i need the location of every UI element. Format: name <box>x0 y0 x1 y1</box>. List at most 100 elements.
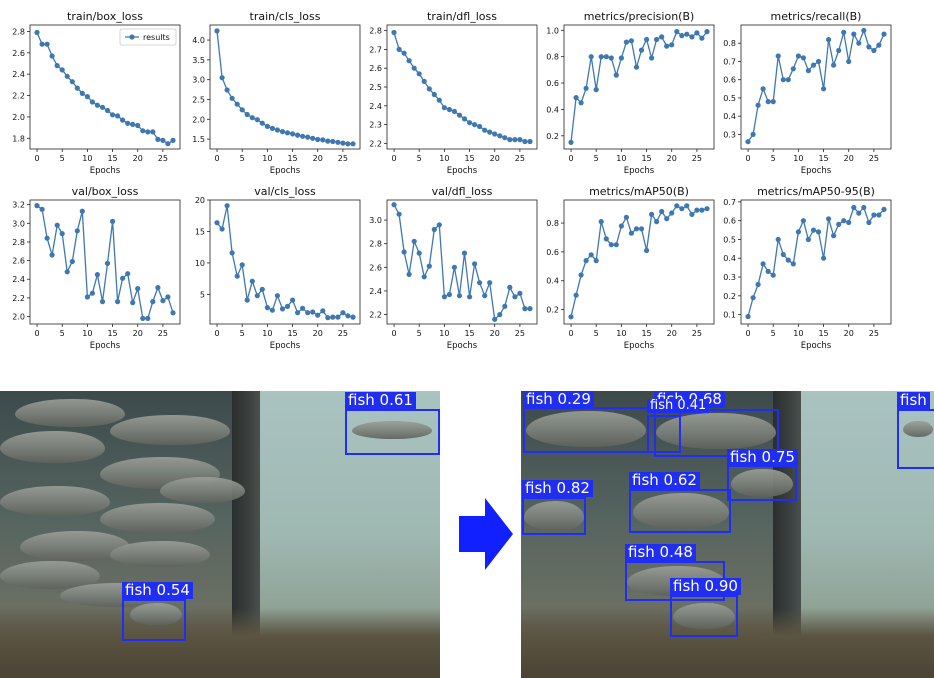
detection-label: fish 0.82 <box>522 480 593 497</box>
data-point <box>150 299 156 305</box>
plot-frame <box>209 24 361 150</box>
y-tick-label: 0.5 <box>723 94 736 103</box>
data-point <box>436 222 442 228</box>
data-point <box>851 204 857 211</box>
x-tick-label: 20 <box>490 329 500 338</box>
data-point <box>165 141 171 147</box>
data-point <box>224 87 230 93</box>
data-point <box>64 73 70 79</box>
detection-label: fish 0.75 <box>727 449 798 466</box>
data-point <box>472 122 478 128</box>
data-point <box>568 139 574 145</box>
data-point <box>568 314 574 320</box>
data-point <box>836 47 842 54</box>
data-point <box>345 141 351 147</box>
data-point <box>34 203 40 209</box>
data-point <box>487 280 493 286</box>
data-point <box>573 292 579 298</box>
legend-box <box>119 28 177 46</box>
x-tick-label: 20 <box>844 154 854 163</box>
data-point <box>150 129 156 135</box>
data-point <box>583 85 589 91</box>
x-tick-label: 25 <box>515 329 525 338</box>
x-tick-label: 25 <box>158 329 168 338</box>
data-point <box>456 112 463 118</box>
arrow-right-icon <box>459 498 513 570</box>
data-point <box>170 310 176 316</box>
y-tick-label: 0.1 <box>723 311 736 320</box>
data-point <box>477 280 483 286</box>
x-tick-label: 0 <box>392 329 397 338</box>
data-point <box>431 226 437 233</box>
data-point <box>831 233 837 239</box>
fish-shape <box>633 493 729 529</box>
data-point <box>593 87 599 93</box>
data-point <box>699 35 705 41</box>
y-tick-label: 2.8 <box>369 27 382 36</box>
data-point <box>39 206 45 212</box>
data-point <box>229 250 235 256</box>
data-point <box>815 58 822 65</box>
x-tick-label: 20 <box>667 154 677 163</box>
data-point <box>74 85 80 91</box>
y-tick-label: 2.0 <box>192 115 205 124</box>
data-point <box>115 113 121 119</box>
data-point <box>583 258 589 264</box>
data-point <box>249 278 255 284</box>
y-tick-label: 2.8 <box>12 238 25 247</box>
x-tick-label: 5 <box>594 154 599 163</box>
data-point <box>290 131 296 137</box>
data-point <box>249 115 255 121</box>
data-point <box>461 116 468 122</box>
data-point <box>512 294 518 300</box>
data-point <box>785 257 791 263</box>
y-tick-label: 2.6 <box>12 257 25 266</box>
x-tick-label: 15 <box>464 154 474 163</box>
x-tick-label: 15 <box>641 154 651 163</box>
chart-title: metrics/mAP50(B) <box>589 185 689 198</box>
x-tick-label: 0 <box>569 154 574 163</box>
y-tick-label: 0.8 <box>546 53 559 62</box>
chart-title: val/dfl_loss <box>432 185 493 198</box>
x-tick-label: 5 <box>417 329 422 338</box>
data-point <box>750 295 756 301</box>
chart-panel-6: val/cls_loss Epochs 0 5 10 15 20 25 5 10 15 20 <box>195 185 361 351</box>
plot-frame <box>29 199 181 325</box>
data-point <box>795 229 802 235</box>
data-point <box>598 219 604 225</box>
y-tick-label: 2.7 <box>369 45 382 54</box>
x-tick-label: 15 <box>287 154 297 163</box>
data-point <box>350 141 356 147</box>
y-tick-label: 3.2 <box>12 201 25 210</box>
data-point <box>613 72 619 78</box>
data-point <box>755 102 761 108</box>
y-tick-label: 10 <box>195 259 205 268</box>
x-tick-label: 25 <box>338 329 348 338</box>
data-point <box>145 315 151 321</box>
data-point <box>467 294 473 300</box>
x-tick-label: 25 <box>515 154 525 163</box>
data-point <box>350 314 356 320</box>
y-tick-label: 2.8 <box>12 27 25 36</box>
data-point <box>856 40 862 46</box>
fish-shape <box>15 399 125 427</box>
data-point <box>284 303 291 309</box>
x-tick-label: 10 <box>262 329 272 338</box>
y-tick-label: 2.6 <box>369 263 382 272</box>
fish-shape <box>903 421 933 437</box>
data-point <box>780 251 786 258</box>
data-point <box>330 138 336 145</box>
data-point <box>305 134 311 140</box>
y-tick-label: 2.2 <box>12 294 25 303</box>
x-tick-label: 0 <box>35 154 40 163</box>
y-tick-label: 0.7 <box>723 198 736 207</box>
x-axis-label: Epochs <box>270 166 301 176</box>
y-tick-label: 2.5 <box>369 83 382 92</box>
data-point <box>269 307 275 313</box>
data-point <box>588 252 594 258</box>
data-point <box>578 100 584 106</box>
data-point <box>644 247 650 254</box>
detection-box <box>522 497 586 535</box>
data-point <box>618 55 625 61</box>
data-point <box>578 272 584 278</box>
